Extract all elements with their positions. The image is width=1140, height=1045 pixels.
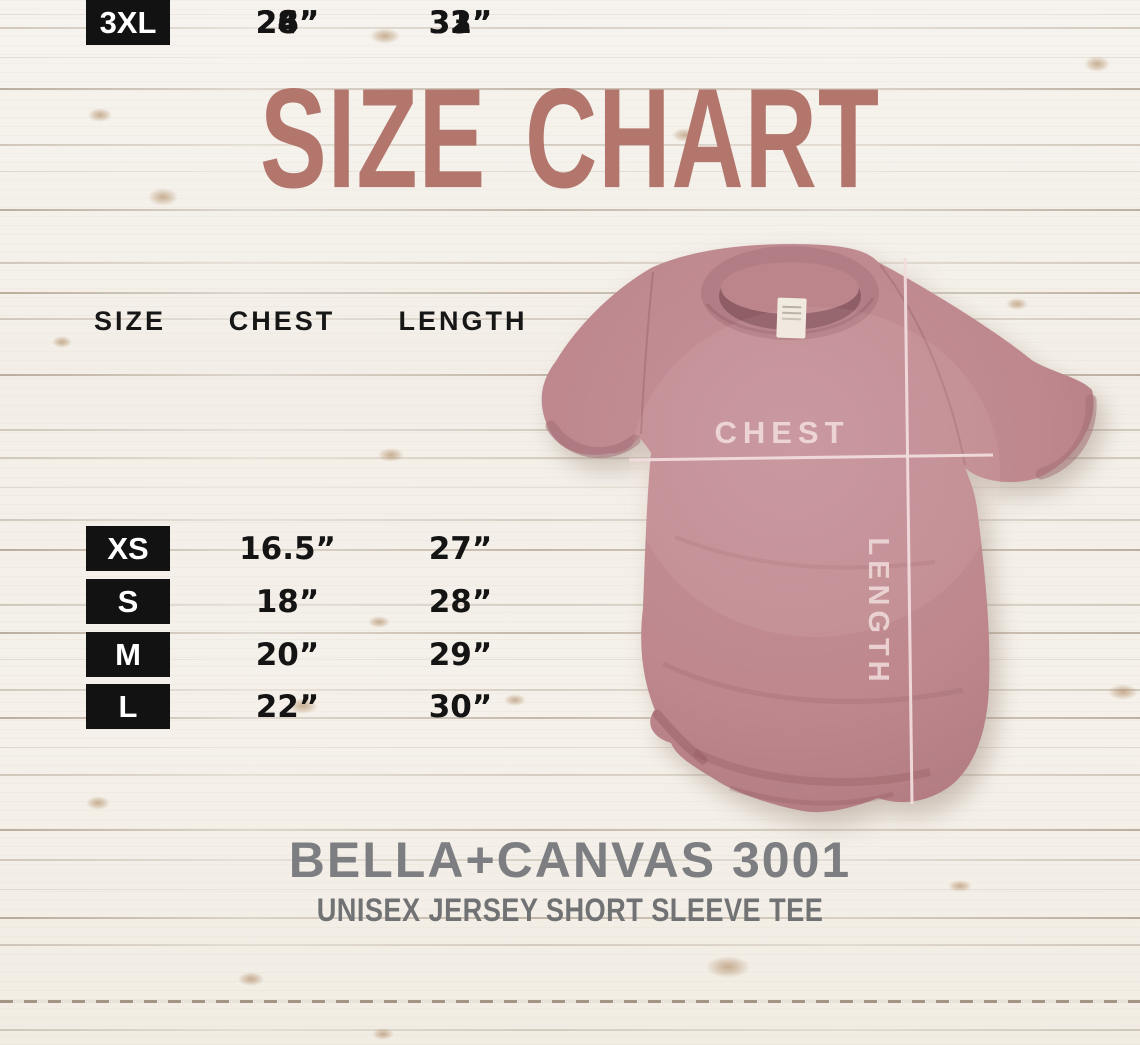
chest-value: 22” [255,689,320,725]
highlight [630,307,1000,637]
chest-value: 20” [255,637,320,673]
chest-value: 28” [255,5,320,41]
length-value: 29” [428,637,493,673]
table-row: XS 16.5” 27” [0,526,560,571]
chest-value: 18” [255,584,320,620]
column-header-length: LENGTH [398,306,528,336]
product-subtitle: UNISEX JERSEY SHORT SLEEVE TEE [316,892,824,928]
size-badge: 3XL [86,0,170,45]
chest-value: 24” [255,5,320,41]
wood-knot [706,956,750,978]
wood-seam [0,889,1140,890]
fold [661,661,964,704]
length-measure-line [903,257,914,805]
neck-tag [776,297,807,339]
size-badge: M [86,632,170,677]
wood-seam [0,1000,1140,1003]
shirt-length-label: LENGTH [862,537,894,686]
size-table: SIZE CHEST LENGTH XS 16.5” 27” S 18” 28”… [0,0,560,760]
column-header-chest: CHEST [228,306,336,336]
tshirt-body [541,244,1094,813]
column-header-size: SIZE [93,306,166,336]
length-value: 32” [428,5,493,41]
table-row: M 20” 29” [0,632,560,677]
collar-back-panel [721,262,859,314]
chest-value: 16.5” [239,531,336,567]
tshirt-photo: CHEST LENGTH [541,244,1097,813]
left-cuff-roll [545,420,641,459]
fold [674,535,936,570]
length-value: 28” [428,584,493,620]
wood-seam [0,1029,1140,1031]
wood-knot [238,972,264,986]
fold [729,785,894,806]
wood-knot [86,796,110,810]
right-armhole-seam [879,264,966,466]
page-title: SIZE CHART [260,59,880,219]
wood-knot [372,1028,394,1040]
fold [693,748,931,787]
length-value: 30” [428,689,493,725]
chest-measure-line [628,453,994,462]
size-badge: L [86,684,170,729]
table-row: L 22” 30” [0,684,560,729]
right-cuff-roll [1035,394,1097,480]
length-value: 33” [428,5,493,41]
table-row: S 18” 28” [0,579,560,624]
size-badge: XS [86,526,170,571]
size-badge: S [86,579,170,624]
length-value: 27” [428,531,493,567]
knot-shading [652,709,708,765]
shirt-chest-label: CHEST [714,415,849,450]
left-armhole-seam [640,271,654,435]
wood-seam [0,944,1140,946]
length-value: 31” [428,5,493,41]
chest-value: 26” [255,5,320,41]
table-row: 3XL 28” 33” [0,0,560,45]
brand-name: BELLA+CANVAS 3001 [288,832,852,888]
